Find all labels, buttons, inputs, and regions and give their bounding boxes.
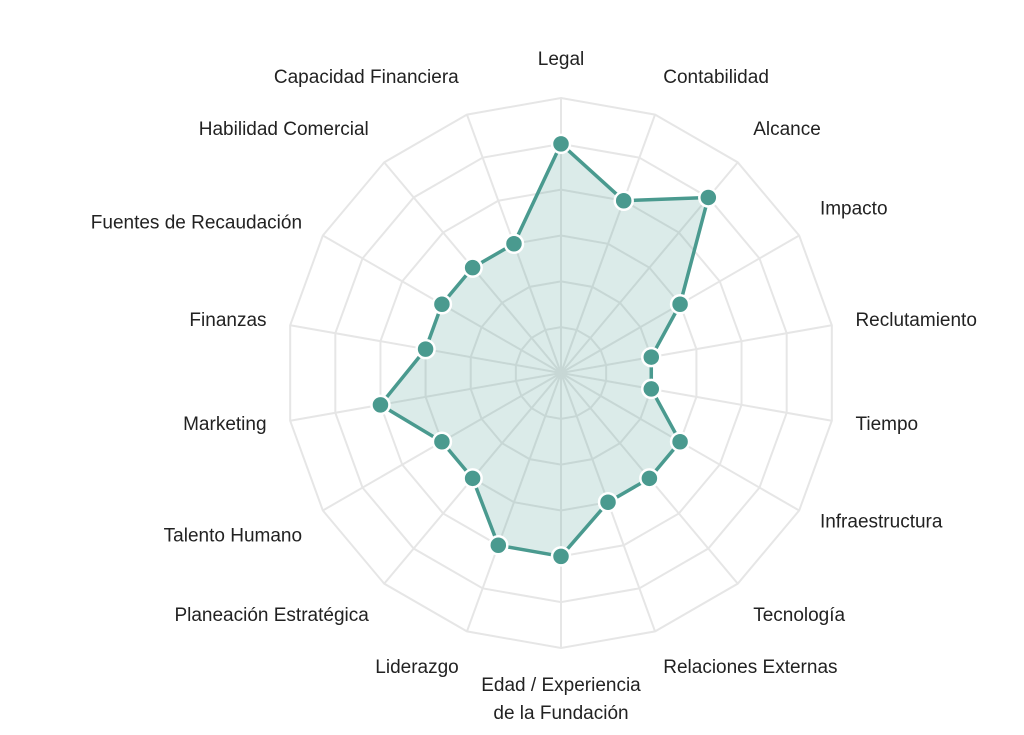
category-label-line: Talento Humano — [164, 526, 302, 547]
category-label: Contabilidad — [663, 67, 769, 88]
category-label: Planeación Estratégica — [174, 605, 369, 626]
grid-spoke — [466, 372, 562, 632]
category-label: Capacidad Financiera — [274, 67, 459, 88]
data-point — [669, 431, 691, 452]
category-label-line: Legal — [538, 49, 585, 70]
category-label-line: Alcance — [753, 119, 821, 140]
category-label: Tecnología — [753, 605, 845, 626]
data-point — [462, 257, 483, 278]
category-label-line: Relaciones Externas — [663, 657, 837, 678]
data-point — [488, 535, 509, 556]
grid-spoke — [560, 324, 832, 374]
grid-spoke — [560, 372, 832, 422]
data-point — [503, 233, 525, 255]
data-point — [641, 378, 662, 400]
data-point — [613, 190, 634, 211]
category-label: Finanzas — [189, 310, 266, 331]
category-label-line: Edad / Experiencia — [481, 675, 641, 696]
category-label-line: Tecnología — [753, 605, 845, 626]
category-label-line: Impacto — [820, 199, 888, 220]
category-label: Infraestructura — [820, 512, 943, 533]
category-label-line: Fuentes de Recaudación — [91, 213, 302, 234]
category-label-line: Reclutamiento — [855, 310, 976, 331]
data-point — [550, 546, 572, 567]
data-point — [431, 431, 453, 452]
category-label-line: Habilidad Comercial — [199, 119, 369, 140]
category-label: Fuentes de Recaudación — [91, 213, 302, 234]
category-label: Alcance — [753, 119, 821, 140]
category-label: Relaciones Externas — [663, 657, 837, 678]
grid-spoke — [560, 114, 656, 374]
category-label-line: Capacidad Financiera — [274, 67, 459, 88]
category-label: Talento Humano — [164, 526, 302, 547]
category-label-line: Planeación Estratégica — [174, 605, 369, 626]
category-label: Habilidad Comercial — [199, 119, 369, 140]
category-label: Marketing — [183, 414, 266, 435]
data-point — [415, 338, 436, 360]
category-label-line: Tiempo — [855, 414, 918, 435]
data-point — [550, 133, 572, 155]
category-label-line: Finanzas — [189, 310, 266, 331]
data-point — [641, 346, 662, 368]
data-point — [698, 187, 719, 208]
category-label-line: de la Fundación — [493, 703, 628, 724]
category-label-line: Contabilidad — [663, 67, 769, 88]
data-point — [639, 468, 660, 489]
category-label: Legal — [538, 49, 585, 70]
data-point — [462, 468, 483, 489]
data-point — [370, 394, 391, 416]
data-point — [597, 491, 619, 513]
category-label-line: Liderazgo — [375, 657, 458, 678]
category-label-line: Marketing — [183, 414, 266, 435]
category-label: Reclutamiento — [855, 310, 976, 331]
category-label-line: Infraestructura — [820, 512, 943, 533]
category-label: Liderazgo — [375, 657, 458, 678]
data-point — [669, 294, 691, 315]
grid-spoke — [290, 372, 562, 422]
category-label: Impacto — [820, 199, 888, 220]
category-label: Tiempo — [855, 414, 918, 435]
data-point — [431, 294, 453, 315]
category-label: Edad / Experiencia de la Fundación — [481, 675, 641, 724]
